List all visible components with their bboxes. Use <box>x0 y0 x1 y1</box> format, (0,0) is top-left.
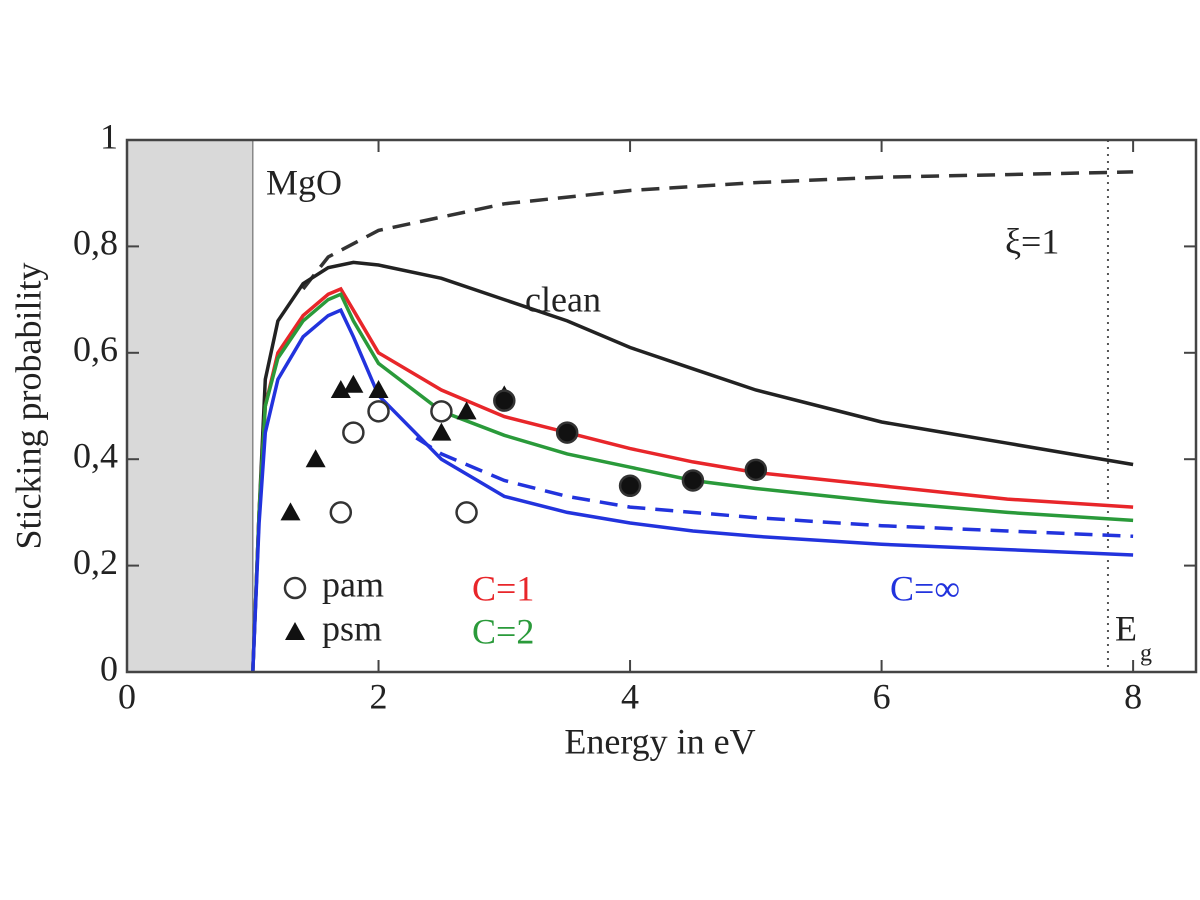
line <box>251 292 1134 673</box>
marker <box>285 622 305 640</box>
marker <box>455 501 478 524</box>
marker <box>367 400 390 423</box>
line <box>251 260 1134 673</box>
line <box>415 436 1134 539</box>
legend-label: pam <box>322 564 384 604</box>
y-tick-label: 0,4 <box>73 435 118 475</box>
series-label: clean <box>525 279 601 319</box>
legend-label: psm <box>322 608 382 648</box>
series-label: C=2 <box>472 611 534 651</box>
marker <box>681 469 705 492</box>
marker <box>430 400 453 423</box>
y-axis-label: Sticking probability <box>8 263 48 550</box>
marker <box>555 421 579 444</box>
marker <box>368 380 389 399</box>
marker <box>280 502 301 521</box>
x-axis-label: Energy in eV <box>564 721 755 761</box>
x-tick-label: 6 <box>873 676 891 716</box>
marker <box>618 474 642 498</box>
plot-frame <box>125 138 1198 674</box>
line <box>251 307 1134 673</box>
marker <box>456 401 477 420</box>
marker <box>342 421 365 444</box>
x-tick-label: 0 <box>118 676 136 716</box>
annotation: MgO <box>266 162 342 202</box>
x-tick-label: 4 <box>621 676 639 716</box>
series-label: C=1 <box>472 568 534 608</box>
y-tick-label: 1 <box>100 116 118 156</box>
marker <box>493 389 516 412</box>
line <box>301 170 1134 291</box>
annotation: E <box>1115 608 1137 648</box>
y-tick-label: 0,6 <box>73 329 118 369</box>
y-tick-label: 0,8 <box>73 223 118 263</box>
series-label: C=∞ <box>890 568 960 608</box>
y-tick-label: 0,2 <box>73 542 118 582</box>
y-tick-label: 0 <box>100 648 118 688</box>
marker <box>305 449 326 468</box>
x-tick-label: 2 <box>370 676 388 716</box>
series-label: ξ=1 <box>1005 221 1059 261</box>
marker <box>431 422 452 441</box>
marker <box>283 576 307 600</box>
shaded-region <box>127 140 253 672</box>
marker <box>329 501 353 524</box>
annotation: g <box>1140 641 1152 667</box>
marker <box>330 380 351 399</box>
x-tick-label: 8 <box>1124 676 1142 716</box>
marker <box>744 458 768 482</box>
marker <box>343 374 364 393</box>
